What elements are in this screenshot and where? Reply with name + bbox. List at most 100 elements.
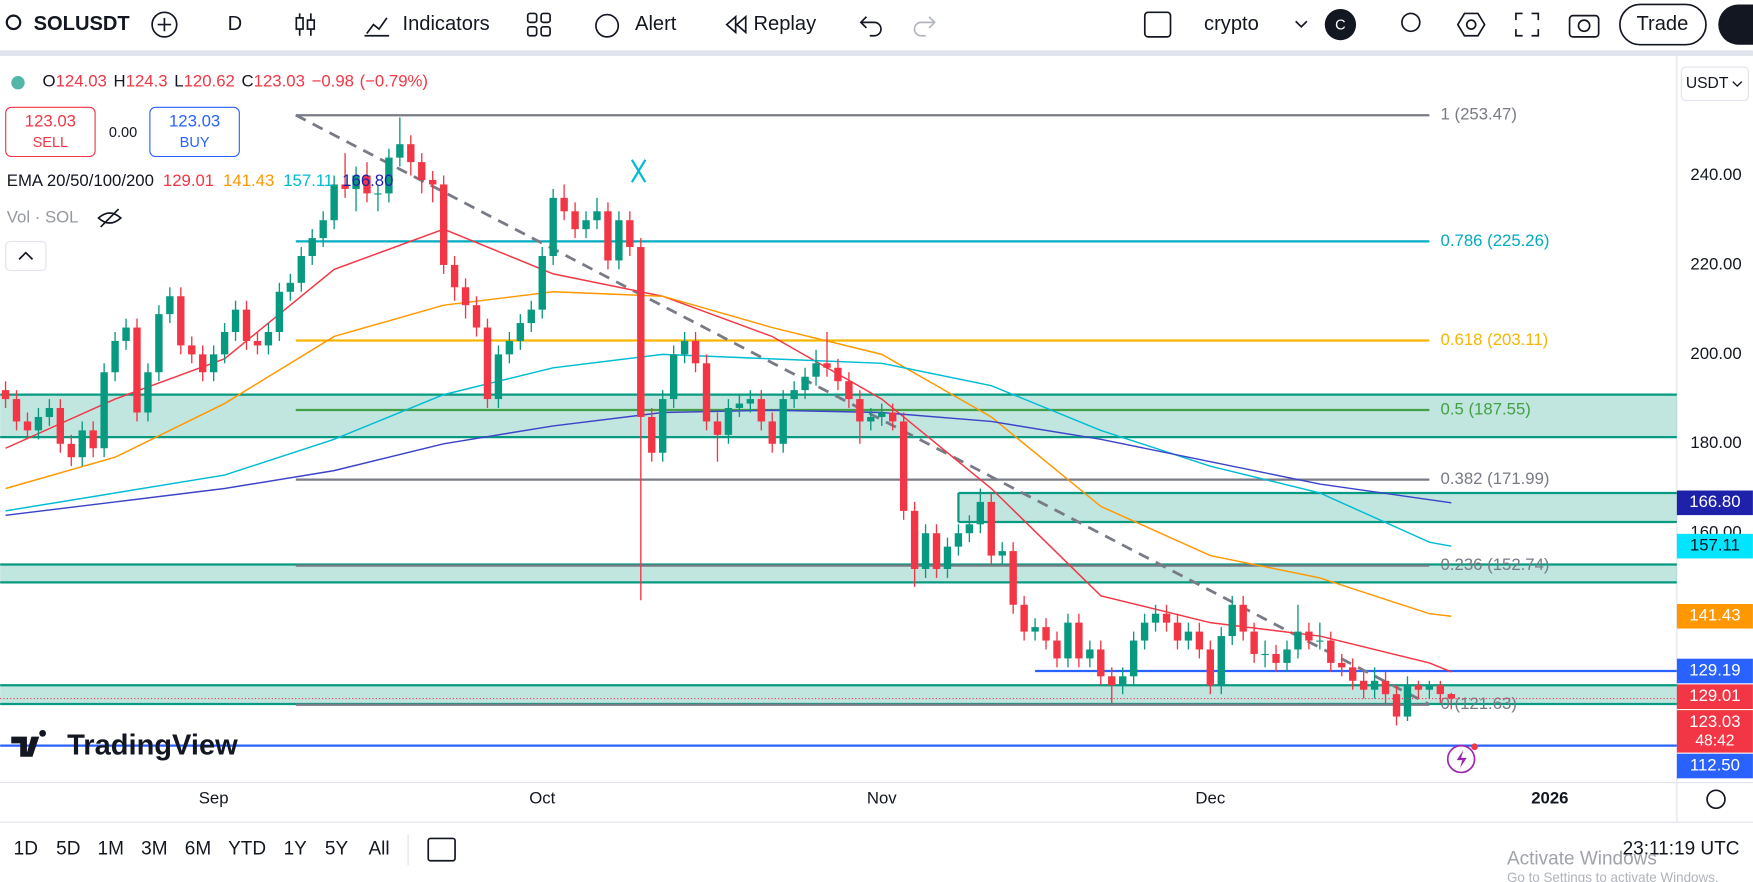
candle-body: [1272, 653, 1280, 663]
candle-body: [527, 309, 535, 324]
countdown: 48:42: [1695, 733, 1734, 750]
candle-body: [1162, 613, 1171, 623]
candle-body: [177, 296, 185, 346]
candle-body: [1392, 694, 1401, 717]
price-tag-label: 141.43: [1689, 606, 1740, 625]
buy-button[interactable]: [149, 106, 240, 158]
y-tick-label: 180.00: [1690, 433, 1741, 452]
candle-body: [801, 376, 809, 391]
candle-body: [1425, 685, 1434, 690]
candle-body: [954, 533, 963, 547]
zone: [0, 394, 1677, 438]
interval[interactable]: D: [228, 13, 243, 35]
indicators-button[interactable]: Indicators: [403, 13, 490, 35]
range-button[interactable]: 5Y: [325, 839, 349, 860]
fib-label: 0.786 (225.26): [1441, 231, 1550, 250]
currency-selector[interactable]: [1680, 66, 1749, 102]
publish-button[interactable]: [1718, 4, 1753, 45]
zone: [958, 492, 1677, 523]
zone: [0, 685, 1677, 705]
o-label: O: [43, 72, 56, 91]
symbol[interactable]: SOLUSDT: [34, 13, 131, 35]
candle-body: [1305, 631, 1313, 641]
ema200-value: 166.80: [342, 172, 393, 191]
sell-price: 123.03: [25, 111, 76, 130]
candle-body: [450, 264, 459, 288]
collapse-button[interactable]: [5, 240, 47, 272]
candle-body: [45, 408, 54, 417]
candle-body: [286, 282, 295, 292]
candle-body: [637, 247, 645, 417]
candle-body: [1119, 676, 1127, 686]
buy-price: 123.03: [169, 111, 220, 130]
candle-body: [275, 291, 284, 333]
range-button[interactable]: YTD: [228, 839, 266, 860]
high-value: 124.3: [126, 72, 168, 91]
y-tick-label: 220.00: [1690, 254, 1741, 273]
range-button[interactable]: 6M: [185, 839, 211, 860]
axis-settings[interactable]: [1706, 789, 1726, 810]
price-tag: [1676, 658, 1753, 684]
redo-button[interactable]: [913, 16, 936, 37]
fib-label: 1 (253.47): [1441, 105, 1517, 124]
candle-body: [593, 211, 601, 221]
price-tag: [1676, 710, 1753, 753]
candle-body: [757, 399, 765, 422]
sell-button[interactable]: [5, 106, 96, 158]
range-button[interactable]: 1D: [14, 839, 38, 860]
layouts-icon[interactable]: [526, 12, 551, 37]
hide-icon[interactable]: [97, 208, 123, 228]
watermark: Activate Windows: [1507, 849, 1657, 870]
logo: TradingView: [11, 729, 238, 761]
range-button[interactable]: 1Y: [284, 839, 308, 860]
candle-body: [461, 287, 470, 306]
range-button[interactable]: 1M: [98, 839, 124, 860]
replay-button[interactable]: Replay: [754, 13, 818, 35]
buy-label: BUY: [180, 135, 210, 151]
candle-body: [56, 408, 65, 444]
candle-body: [1403, 685, 1412, 717]
candle-body: [253, 340, 262, 346]
candle-body: [921, 533, 930, 569]
currency: USDT: [1686, 75, 1729, 92]
range-button[interactable]: 3M: [141, 839, 167, 860]
candle-body: [1009, 551, 1017, 605]
candle-body: [1108, 676, 1116, 686]
candle-body: [100, 372, 108, 449]
search-icon[interactable]: [5, 14, 22, 31]
quick-search[interactable]: [1401, 12, 1421, 33]
price-tag: [1676, 753, 1753, 779]
candle-body: [1042, 627, 1050, 641]
alert-button[interactable]: Alert: [635, 13, 677, 35]
l-label: L: [174, 72, 183, 91]
candle-body: [680, 340, 689, 355]
price-tag: [1676, 490, 1753, 516]
range-button[interactable]: All: [368, 839, 389, 860]
candle-body: [396, 144, 404, 158]
trade-button[interactable]: [1619, 3, 1707, 46]
settings-button[interactable]: [1456, 12, 1486, 37]
layout-button[interactable]: [1143, 11, 1172, 38]
candle-body: [1086, 649, 1094, 659]
candle-body: [1140, 622, 1149, 641]
date-range-button[interactable]: [427, 837, 456, 862]
x-tick-label: Nov: [867, 789, 897, 808]
candle-body: [582, 220, 590, 230]
chevron-icon: [18, 251, 34, 260]
avatar[interactable]: [1324, 8, 1357, 41]
fib-label: 0.382 (171.99): [1441, 469, 1550, 488]
ema-line: [5, 409, 1452, 517]
snapshot-button[interactable]: [1568, 14, 1600, 38]
fullscreen-button[interactable]: [1515, 12, 1540, 37]
candle-body: [1381, 680, 1390, 695]
market-status: [11, 76, 25, 90]
candle-body: [856, 399, 864, 422]
candle-body: [735, 403, 744, 409]
range-button[interactable]: 5D: [56, 839, 80, 860]
compare-button[interactable]: [151, 11, 178, 38]
avatar-letter: C: [1335, 18, 1345, 34]
market-name[interactable]: crypto: [1204, 13, 1259, 35]
undo-button[interactable]: [859, 16, 882, 37]
